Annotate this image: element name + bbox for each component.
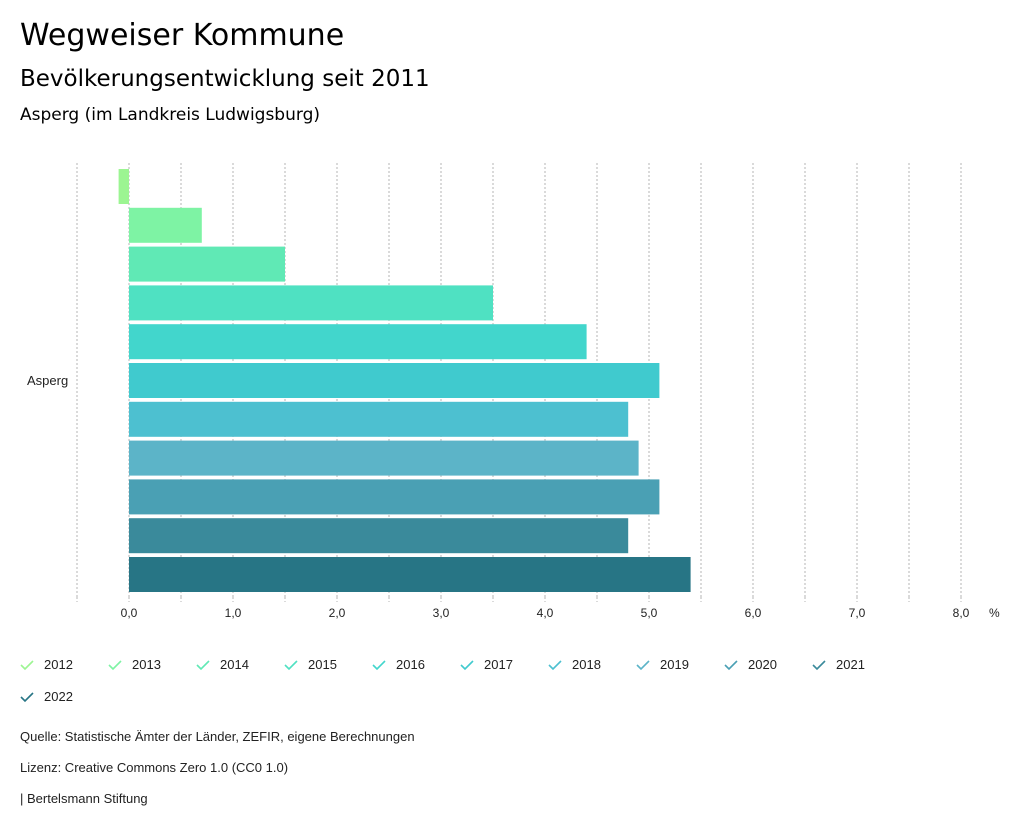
legend-item-2012[interactable]: 2012 [20,657,73,672]
brand-text: | Bertelsmann Stiftung [20,791,148,806]
check-icon [20,659,34,670]
unit-label: % [989,606,1000,620]
license-text: Lizenz: Creative Commons Zero 1.0 (CC0 1… [20,760,289,775]
legend-label: 2022 [44,689,73,704]
legend-label: 2016 [396,657,425,672]
bar-2019 [129,440,639,476]
tick-label: 5,0 [641,606,658,620]
legend-item-2013[interactable]: 2013 [108,657,161,672]
check-icon [460,659,474,670]
bar-2017 [129,363,660,398]
legend-label: 2020 [748,657,777,672]
tick-label: 0,0 [121,606,138,620]
bar-2012 [118,169,129,204]
bar-2016 [129,324,587,360]
legend-label: 2014 [220,657,249,672]
legend-item-2016[interactable]: 2016 [372,657,425,672]
bar-2022 [129,557,691,592]
check-icon [372,659,386,670]
tick-label: 3,0 [433,606,450,620]
legend-label: 2018 [572,657,601,672]
legend-label: 2021 [836,657,865,672]
bar-2014 [129,246,285,282]
tick-label: 1,0 [225,606,242,620]
bar-2021 [129,518,629,554]
tick-label: 4,0 [537,606,554,620]
check-icon [284,659,298,670]
legend-item-2018[interactable]: 2018 [548,657,601,672]
chart-title: Bevölkerungsentwicklung seit 2011 [20,66,430,92]
source-text: Quelle: Statistische Ämter der Länder, Z… [20,729,415,744]
tick-label: 8,0 [953,606,970,620]
app-title: Wegweiser Kommune [20,18,345,53]
legend-item-2019[interactable]: 2019 [636,657,689,672]
legend-label: 2012 [44,657,73,672]
category-label: Asperg [27,373,68,388]
legend-item-2017[interactable]: 2017 [460,657,513,672]
legend-item-2021[interactable]: 2021 [812,657,865,672]
legend-item-2015[interactable]: 2015 [284,657,337,672]
tick-label: 6,0 [745,606,762,620]
bar-2018 [129,401,629,437]
legend-item-2014[interactable]: 2014 [196,657,249,672]
bar-2013 [129,207,202,243]
legend-label: 2015 [308,657,337,672]
legend-item-2020[interactable]: 2020 [724,657,777,672]
legend-item-2022[interactable]: 2022 [20,689,73,704]
bar-2015 [129,285,493,321]
check-icon [812,659,826,670]
bar-2020 [129,479,660,515]
check-icon [548,659,562,670]
check-icon [20,691,34,702]
check-icon [636,659,650,670]
check-icon [724,659,738,670]
legend-label: 2013 [132,657,161,672]
tick-label: 7,0 [849,606,866,620]
check-icon [196,659,210,670]
legend-label: 2017 [484,657,513,672]
check-icon [108,659,122,670]
tick-label: 2,0 [329,606,346,620]
legend-label: 2019 [660,657,689,672]
chart-subtitle: Asperg (im Landkreis Ludwigsburg) [20,105,320,125]
